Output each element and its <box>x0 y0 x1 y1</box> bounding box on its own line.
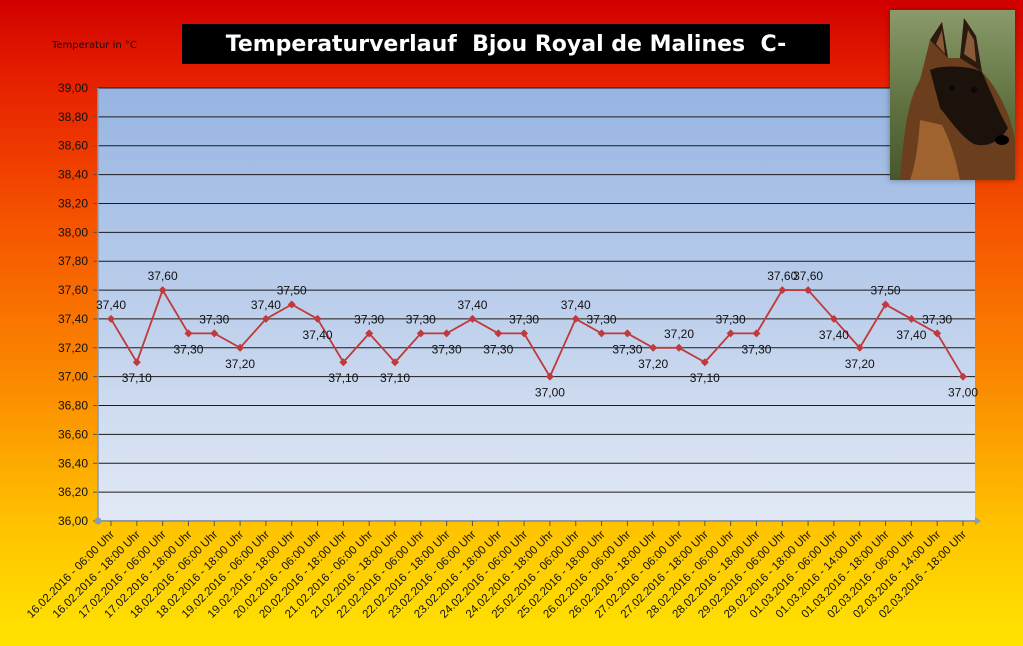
y-tick-label: 37,80 <box>58 254 88 268</box>
series-line <box>110 287 964 379</box>
data-label: 37,30 <box>612 342 642 356</box>
data-point <box>494 329 503 338</box>
data-point <box>468 314 477 323</box>
data-label: 37,40 <box>96 298 126 312</box>
y-tick-label: 36,20 <box>58 485 88 499</box>
data-label: 37,30 <box>354 312 384 326</box>
y-tick-label: 37,60 <box>58 283 88 297</box>
data-label: 37,30 <box>509 312 539 326</box>
data-label: 37,00 <box>948 386 978 400</box>
data-point <box>545 372 554 381</box>
data-label: 37,50 <box>277 284 307 298</box>
data-label: 37,40 <box>457 298 487 312</box>
data-point <box>752 329 761 338</box>
data-point <box>623 329 632 338</box>
data-point <box>442 329 451 338</box>
data-label: 37,40 <box>303 328 333 342</box>
x-axis-arrow <box>975 517 981 525</box>
y-tick-label: 36,00 <box>58 514 88 528</box>
y-axis-label: Temperatur in °C <box>52 40 137 51</box>
y-tick-label: 37,00 <box>58 370 88 384</box>
data-point <box>391 358 399 367</box>
y-tick-label: 38,60 <box>58 139 88 153</box>
y-tick-label: 37,40 <box>58 312 88 326</box>
data-point <box>236 343 245 352</box>
data-point <box>881 300 890 309</box>
data-point <box>416 329 425 338</box>
data-point <box>778 286 787 295</box>
data-label: 37,20 <box>845 357 875 371</box>
data-label: 37,00 <box>535 386 565 400</box>
y-tick-label: 36,40 <box>58 456 88 470</box>
data-point <box>339 358 348 367</box>
y-tick-label: 39,00 <box>58 81 88 95</box>
data-label: 37,20 <box>225 357 255 371</box>
y-tick-label: 38,80 <box>58 110 88 124</box>
data-point <box>313 314 322 323</box>
data-point <box>287 300 296 309</box>
data-point <box>855 343 864 352</box>
data-label: 37,40 <box>819 328 849 342</box>
data-point <box>132 358 141 367</box>
data-label: 37,30 <box>173 342 203 356</box>
data-label: 37,10 <box>122 371 152 385</box>
y-tick-label: 38,40 <box>58 168 88 182</box>
y-tick-label: 38,20 <box>58 196 88 210</box>
data-point <box>675 343 683 352</box>
data-label: 37,30 <box>483 342 513 356</box>
data-label: 37,60 <box>767 269 797 283</box>
data-label: 37,10 <box>328 371 358 385</box>
y-tick-label: 38,00 <box>58 225 88 239</box>
data-label: 37,30 <box>406 312 436 326</box>
data-point <box>107 314 115 323</box>
data-label: 37,60 <box>148 269 178 283</box>
data-point <box>261 314 270 323</box>
data-point <box>158 286 167 295</box>
data-point <box>210 329 219 338</box>
y-tick-label: 37,20 <box>58 341 88 355</box>
data-point <box>571 314 580 323</box>
data-point <box>959 372 967 381</box>
dog-photo <box>890 10 1015 180</box>
german-shepherd-dog-photo-icon <box>890 10 1015 180</box>
data-label: 37,40 <box>561 298 591 312</box>
data-label: 37,20 <box>638 357 668 371</box>
data-label: 37,40 <box>896 328 926 342</box>
data-label: 37,30 <box>199 312 229 326</box>
data-point <box>365 329 374 338</box>
data-point <box>649 343 658 352</box>
data-point <box>520 329 529 338</box>
data-label: 37,10 <box>690 371 720 385</box>
y-tick-label: 36,80 <box>58 399 88 413</box>
data-label: 37,60 <box>793 269 823 283</box>
y-tick-label: 36,60 <box>58 427 88 441</box>
data-label: 37,50 <box>871 284 901 298</box>
data-label: 37,40 <box>251 298 281 312</box>
data-point <box>804 286 813 295</box>
data-point <box>907 314 916 323</box>
data-label: 37,30 <box>716 312 746 326</box>
data-point <box>829 314 838 323</box>
chart-title: Temperaturverlauf Bjou Royal de Malines … <box>182 24 830 64</box>
data-label: 37,30 <box>587 312 617 326</box>
data-label: 37,30 <box>922 312 952 326</box>
plot-area <box>98 88 975 521</box>
data-point <box>933 329 942 338</box>
data-point <box>700 358 709 367</box>
data-point <box>184 329 193 338</box>
axis-origin <box>94 517 102 525</box>
data-label: 37,20 <box>664 327 694 341</box>
data-label: 37,10 <box>380 371 410 385</box>
data-label: 37,30 <box>432 342 462 356</box>
data-point <box>726 329 735 338</box>
data-label: 37,30 <box>741 342 771 356</box>
data-point <box>597 329 606 338</box>
